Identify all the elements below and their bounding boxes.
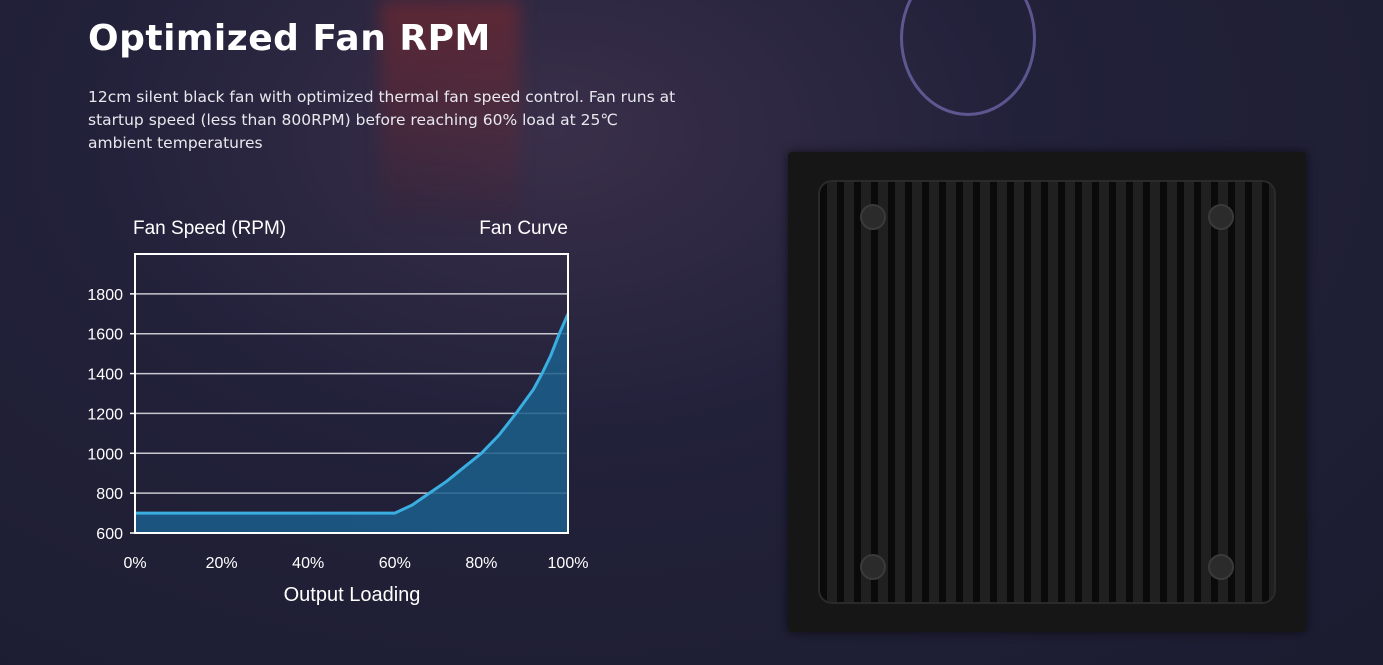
x-tick-label: 60% — [379, 555, 411, 572]
y-tick-label: 600 — [96, 526, 123, 543]
background-glow — [380, 0, 520, 220]
screw-icon — [1208, 204, 1234, 230]
screw-icon — [860, 554, 886, 580]
page-title: Optimized Fan RPM — [88, 18, 491, 59]
y-axis-label: Fan Speed (RPM) — [133, 218, 286, 239]
power-supply-image — [788, 152, 1306, 632]
plot-frame — [134, 253, 569, 534]
y-tick-label: 1200 — [87, 406, 123, 423]
screw-icon — [860, 204, 886, 230]
y-tick-label: 1000 — [87, 446, 123, 463]
chart-title: Fan Curve — [479, 218, 568, 239]
screw-icon — [1208, 554, 1234, 580]
fan-curve-chart: Fan Speed (RPM) Fan Curve 600 800 1000 1200… — [87, 218, 589, 606]
x-axis-label: Output Loading — [284, 584, 421, 606]
y-tick-label: 1600 — [87, 327, 123, 344]
x-tick-label: 100% — [548, 555, 589, 572]
x-tick-label: 0% — [123, 555, 146, 572]
background-fan-ring — [900, 0, 1036, 116]
x-tick-label: 40% — [292, 555, 324, 572]
y-tick-label: 1400 — [87, 367, 123, 384]
curve-area — [135, 313, 568, 533]
y-tick-label: 800 — [96, 486, 123, 503]
x-tick-label: 80% — [465, 555, 497, 572]
x-tick-label: 20% — [206, 555, 238, 572]
curve-line — [135, 313, 570, 515]
fan-grill — [818, 180, 1276, 604]
description: 12cm silent black fan with optimized the… — [88, 88, 676, 152]
y-tick-label: 1800 — [87, 287, 123, 304]
